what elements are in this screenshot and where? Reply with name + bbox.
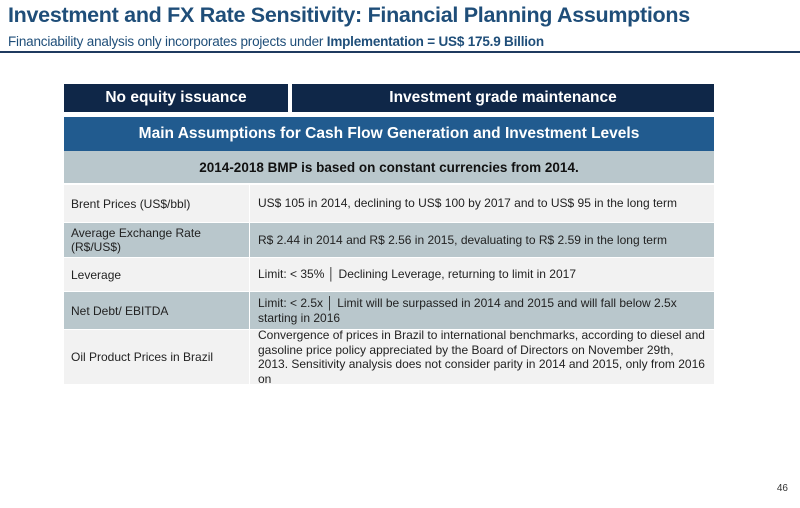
table-row: Oil Product Prices in Brazil Convergence… (64, 328, 714, 386)
row-value: R$ 2.44 in 2014 and R$ 2.56 in 2015, dev… (258, 232, 667, 247)
pill-investment-grade: Investment grade maintenance (292, 84, 714, 112)
row-label: Average Exchange Rate (R$/US$) (64, 223, 250, 257)
page-subtitle: Financiability analysis only incorporate… (8, 34, 544, 49)
row-value: Convergence of prices in Brazil to inter… (258, 328, 705, 386)
assumptions-header: Main Assumptions for Cash Flow Generatio… (64, 117, 714, 151)
assumptions-subheader: 2014-2018 BMP is based on constant curre… (64, 151, 714, 183)
table-row: Average Exchange Rate (R$/US$) R$ 2.44 i… (64, 223, 714, 258)
row-value: Limit: < 35% │ Declining Leverage, retur… (258, 267, 576, 282)
table-row: Brent Prices (US$/bbl) US$ 105 in 2014, … (64, 185, 714, 223)
page-title: Investment and FX Rate Sensitivity: Fina… (8, 3, 690, 27)
subtitle-text: Financiability analysis only incorporate… (8, 34, 327, 49)
row-label: Net Debt/ EBITDA (64, 292, 250, 329)
row-label: Leverage (64, 258, 250, 291)
page-number: 46 (776, 483, 788, 494)
table-row: Net Debt/ EBITDA Limit: < 2.5x │ Limit w… (64, 292, 714, 330)
row-value: US$ 105 in 2014, declining to US$ 100 by… (258, 196, 677, 211)
row-label: Brent Prices (US$/bbl) (64, 185, 250, 222)
table-row: Leverage Limit: < 35% │ Declining Levera… (64, 258, 714, 292)
assumptions-table: Brent Prices (US$/bbl) US$ 105 in 2014, … (64, 185, 714, 386)
subtitle-emphasis: Implementation = US$ 175.9 Billion (326, 34, 544, 49)
pill-no-equity-issuance: No equity issuance (64, 84, 288, 112)
row-label: Oil Product Prices in Brazil (64, 330, 250, 384)
row-value: Limit: < 2.5x │ Limit will be surpassed … (258, 296, 677, 325)
title-divider (0, 51, 800, 53)
